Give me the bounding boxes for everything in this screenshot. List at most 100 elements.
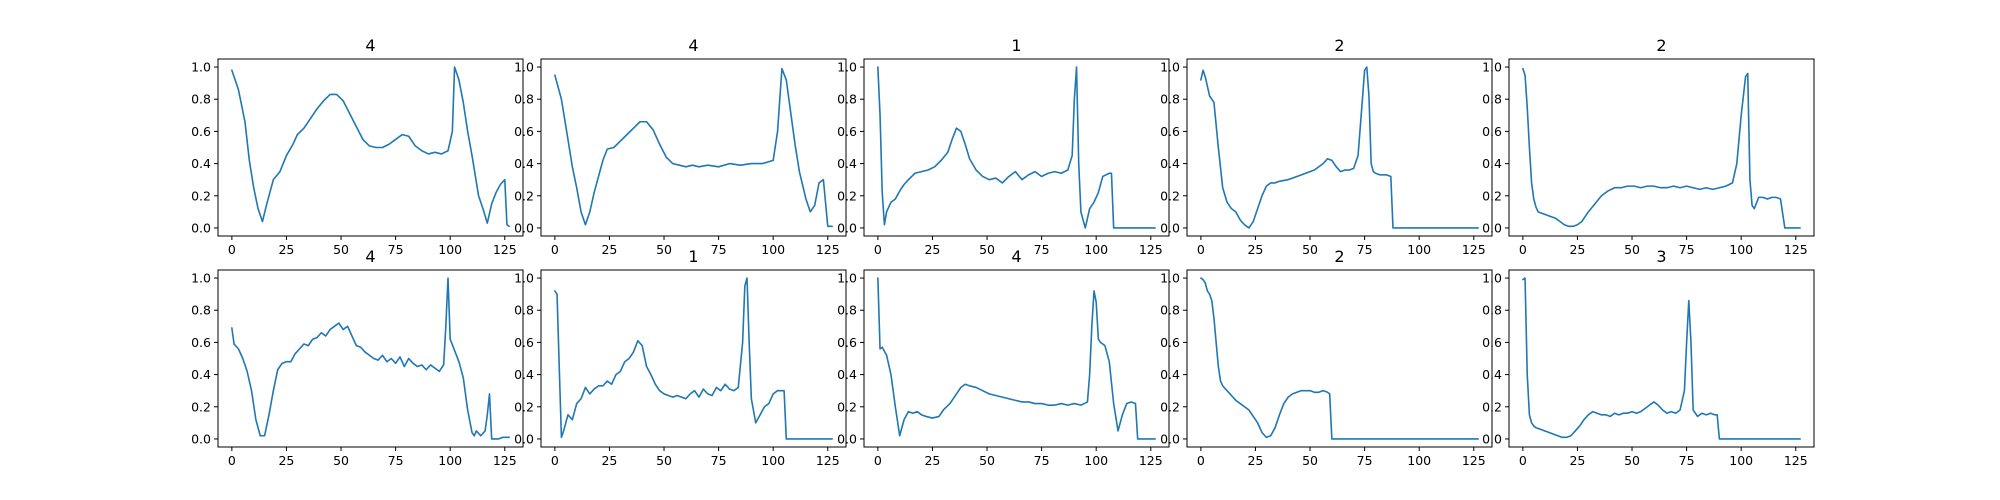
x-tick-label: 50 [333,453,349,468]
y-tick-label: 0.6 [191,335,211,350]
series-line [1522,67,1801,229]
x-tick-label: 100 [761,453,785,468]
y-tick-label: 0.6 [837,335,857,350]
subplot-4: 2 0 25 50 75 100 125 0.0 0.2 0.4 0.6 0.8 1.0 [1160,36,1493,257]
axes-frame [217,269,524,448]
y-tick-label: 0.6 [514,335,534,350]
y-tick-label: 0.4 [1160,367,1180,382]
subplot-3: 1 0 25 50 75 100 125 0.0 0.2 0.4 0.6 0.8 1.0 [837,36,1170,257]
y-tick-label: 0.4 [191,367,211,382]
y-tick-label: 0.0 [191,431,211,446]
y-tick-label: 0.0 [1160,431,1180,446]
x-tick-label: 25 [278,453,294,468]
x-tick-label: 50 [1302,453,1318,468]
x-tick-label: 50 [1624,453,1640,468]
x-tick-label: 125 [1784,242,1808,257]
y-tick-label: 0.4 [1160,156,1180,171]
y-tick-label: 0.0 [514,220,534,235]
subplot-7: 1 0 25 50 75 100 125 0.0 0.2 0.4 0.6 0.8 1.0 [514,247,847,468]
x-tick-label: 50 [979,242,995,257]
x-tick-label: 125 [493,242,517,257]
x-tick-label: 50 [979,453,995,468]
x-tick-label: 50 [656,453,672,468]
x-tick-label: 25 [601,242,617,257]
x-tick-label: 100 [1729,242,1753,257]
y-tick-label: 0.4 [1482,367,1502,382]
x-tick-label: 0 [874,242,882,257]
x-tick-label: 75 [1679,453,1695,468]
y-tick-label: 1.0 [1160,60,1180,75]
y-tick-label: 1.0 [191,271,211,286]
axes-frame [1508,58,1815,237]
y-tick-label: 0.4 [514,367,534,382]
axes-frame [1186,58,1493,237]
y-tick-label: 0.4 [514,156,534,171]
y-tick-label: 0.0 [837,220,857,235]
x-tick-label: 100 [1407,242,1431,257]
series-line [554,67,833,228]
x-tick-label: 100 [1407,453,1431,468]
y-tick-label: 1.0 [1482,60,1502,75]
subplot-title: 1 [1011,36,1021,55]
x-tick-label: 75 [1357,242,1373,257]
y-tick-label: 1.0 [837,60,857,75]
x-tick-label: 125 [493,453,517,468]
y-tick-label: 0.0 [191,220,211,235]
subplot-6: 4 0 25 50 75 100 125 0.0 0.2 0.4 0.6 0.8 1.0 [191,247,524,468]
y-tick-label: 0.8 [1482,92,1502,107]
y-tick-label: 0.2 [1160,188,1180,203]
x-tick-label: 50 [333,242,349,257]
y-tick-label: 0.8 [837,303,857,318]
subplot-title: 2 [1334,247,1344,266]
y-tick-label: 0.4 [837,367,857,382]
axes-frame [540,58,847,237]
subplot-8: 4 0 25 50 75 100 125 0.0 0.2 0.4 0.6 0.8 1.0 [837,247,1170,468]
x-tick-label: 75 [1034,453,1050,468]
series-line [1200,277,1479,440]
subplot-title: 4 [365,247,375,266]
axes-frame [863,58,1170,237]
y-tick-label: 0.2 [837,399,857,414]
axes-frame [540,269,847,448]
subplot-title: 4 [1011,247,1021,266]
x-tick-label: 0 [1197,453,1205,468]
x-tick-label: 25 [278,242,294,257]
series-line [554,277,833,440]
y-tick-label: 0.8 [514,303,534,318]
x-tick-label: 125 [1784,453,1808,468]
y-tick-label: 0.2 [191,188,211,203]
y-tick-label: 0.8 [191,92,211,107]
y-tick-label: 0.2 [514,399,534,414]
y-tick-label: 0.0 [1160,220,1180,235]
y-tick-label: 0.0 [837,431,857,446]
x-tick-label: 75 [1679,242,1695,257]
x-tick-label: 125 [816,453,840,468]
y-tick-label: 0.6 [1160,124,1180,139]
y-tick-label: 0.8 [514,92,534,107]
y-tick-label: 0.0 [1482,220,1502,235]
y-tick-label: 1.0 [1482,271,1502,286]
y-tick-label: 0.4 [837,156,857,171]
x-tick-label: 125 [1462,453,1486,468]
series-line [877,66,1156,229]
y-tick-label: 0.6 [1482,124,1502,139]
axes-frame [863,269,1170,448]
y-tick-label: 0.2 [191,399,211,414]
subplot-title: 3 [1656,247,1666,266]
y-tick-label: 0.4 [191,156,211,171]
y-tick-label: 0.6 [1482,335,1502,350]
y-tick-label: 0.8 [1482,303,1502,318]
axes-frame [1508,269,1815,448]
x-tick-label: 125 [1462,242,1486,257]
y-tick-label: 1.0 [514,60,534,75]
series-line [877,277,1156,440]
x-tick-label: 0 [228,242,236,257]
x-tick-label: 75 [1034,242,1050,257]
x-tick-label: 0 [1197,242,1205,257]
y-tick-label: 0.6 [191,124,211,139]
x-tick-label: 25 [1569,242,1585,257]
x-tick-label: 75 [388,242,404,257]
x-tick-label: 100 [1084,453,1108,468]
y-tick-label: 0.8 [1160,92,1180,107]
